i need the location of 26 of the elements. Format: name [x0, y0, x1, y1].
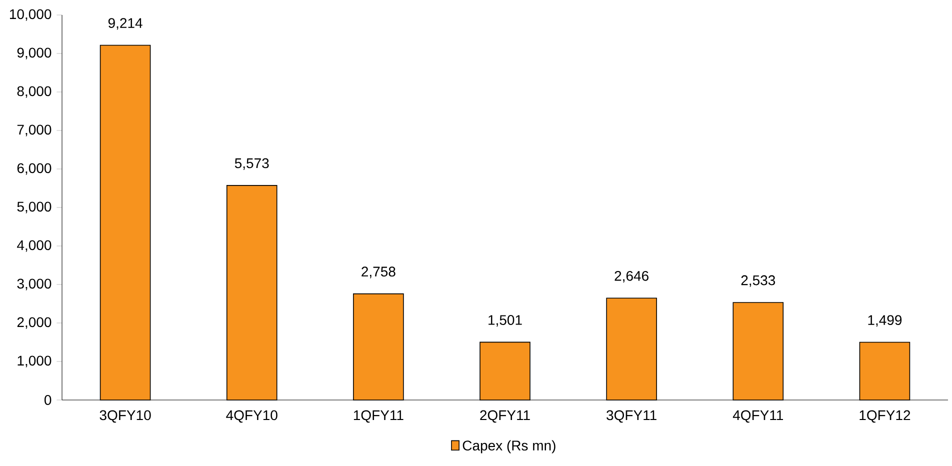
x-tick-label: 4QFY10 — [226, 410, 278, 423]
data-label: 2,646 — [614, 270, 648, 283]
data-label: 2,533 — [741, 275, 776, 287]
y-tick-label: 1,000 — [18, 356, 52, 368]
legend-label: Capex (Rs mn) — [462, 440, 556, 454]
y-tick-label: 3,000 — [17, 278, 52, 290]
y-tick-label: 10,000 — [10, 9, 52, 21]
x-tick-label: 3QFY10 — [100, 410, 151, 423]
data-label: 1,499 — [868, 315, 902, 327]
data-label: 5,573 — [234, 158, 269, 170]
data-label: 1,501 — [488, 315, 522, 327]
y-tick-label: 2,000 — [17, 317, 52, 329]
data-label: 2,758 — [362, 266, 396, 278]
y-tick-label: 9,000 — [17, 48, 52, 60]
data-label: 9,214 — [108, 18, 142, 30]
y-tick-label: 7,000 — [17, 124, 52, 136]
y-tick-label: 5,000 — [17, 202, 52, 214]
y-tick-label: 0 — [44, 395, 52, 405]
y-tick-label: 4,000 — [17, 240, 52, 252]
x-tick-label: 1QFY11 — [354, 410, 404, 423]
x-tick-label: 1QFY12 — [860, 410, 910, 423]
y-tick-label: 8,000 — [17, 86, 52, 98]
x-tick-label: 3QFY11 — [606, 410, 656, 423]
x-tick-label: 2QFY11 — [480, 410, 530, 423]
y-tick-label: 6,000 — [17, 163, 52, 175]
x-tick-label: 4QFY11 — [732, 410, 783, 423]
